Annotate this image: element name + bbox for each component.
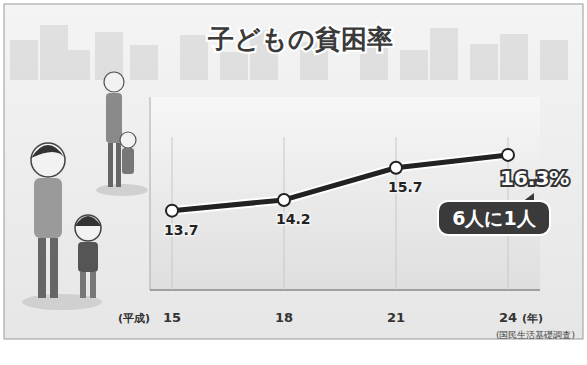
x-axis-title: (年) xyxy=(522,312,543,325)
head xyxy=(31,143,65,177)
data-point xyxy=(278,194,290,206)
x-tick-label: 21 xyxy=(387,310,405,325)
building xyxy=(180,35,208,80)
body xyxy=(78,242,98,272)
x-tick-label: 18 xyxy=(275,310,293,325)
body xyxy=(34,178,62,238)
x-grid-line xyxy=(396,137,397,290)
data-point xyxy=(502,149,514,161)
panel-bg xyxy=(4,4,583,339)
building xyxy=(400,50,428,80)
hair xyxy=(75,216,101,226)
annotation-callout: 6人に1人 xyxy=(438,193,550,235)
leg xyxy=(90,272,96,298)
annotation: 6人に1人 xyxy=(452,207,536,229)
data-label: 16.3% xyxy=(500,166,569,190)
building xyxy=(10,40,38,80)
head xyxy=(120,132,136,148)
body xyxy=(106,93,122,143)
data-label: 14.2 xyxy=(276,211,311,227)
data-point xyxy=(166,205,178,217)
building xyxy=(62,50,90,80)
page-bg xyxy=(0,0,587,365)
data-label: 15.7 xyxy=(388,179,423,195)
x-axis-line xyxy=(150,289,540,291)
building xyxy=(470,44,498,80)
body xyxy=(122,148,134,174)
title: 子どもの貧困率 xyxy=(207,24,393,54)
head xyxy=(104,72,124,92)
x-tick-label: 15 xyxy=(163,310,181,325)
source: (国民生活基礎調査) xyxy=(496,330,575,340)
hair xyxy=(31,145,65,158)
leg xyxy=(80,272,86,298)
building xyxy=(220,52,248,80)
data-label: 13.7 xyxy=(164,222,199,238)
leg xyxy=(116,143,121,187)
leg xyxy=(50,238,58,298)
callout-box xyxy=(438,201,550,235)
chart-root: 子どもの貧困率 15 18 21 24 (平成) (年) (国民生活基礎調査) 13.7 14.2… xyxy=(0,0,587,365)
building xyxy=(500,34,528,80)
illustration xyxy=(22,72,148,310)
skyline xyxy=(10,25,568,80)
plot-area xyxy=(150,97,540,290)
shadow xyxy=(96,184,148,196)
chart-svg: 子どもの貧困率 15 18 21 24 (平成) (年) (国民生活基礎調査) 13.7 14.2… xyxy=(0,0,587,365)
era-label: (平成) xyxy=(118,312,150,325)
y-axis-line xyxy=(150,97,151,290)
building xyxy=(540,40,568,80)
data-point xyxy=(390,162,402,174)
x-tick-label: 24 xyxy=(499,310,517,325)
building xyxy=(130,45,158,80)
leg xyxy=(38,238,46,298)
leg xyxy=(108,143,113,187)
head xyxy=(75,215,101,241)
building xyxy=(430,28,458,80)
